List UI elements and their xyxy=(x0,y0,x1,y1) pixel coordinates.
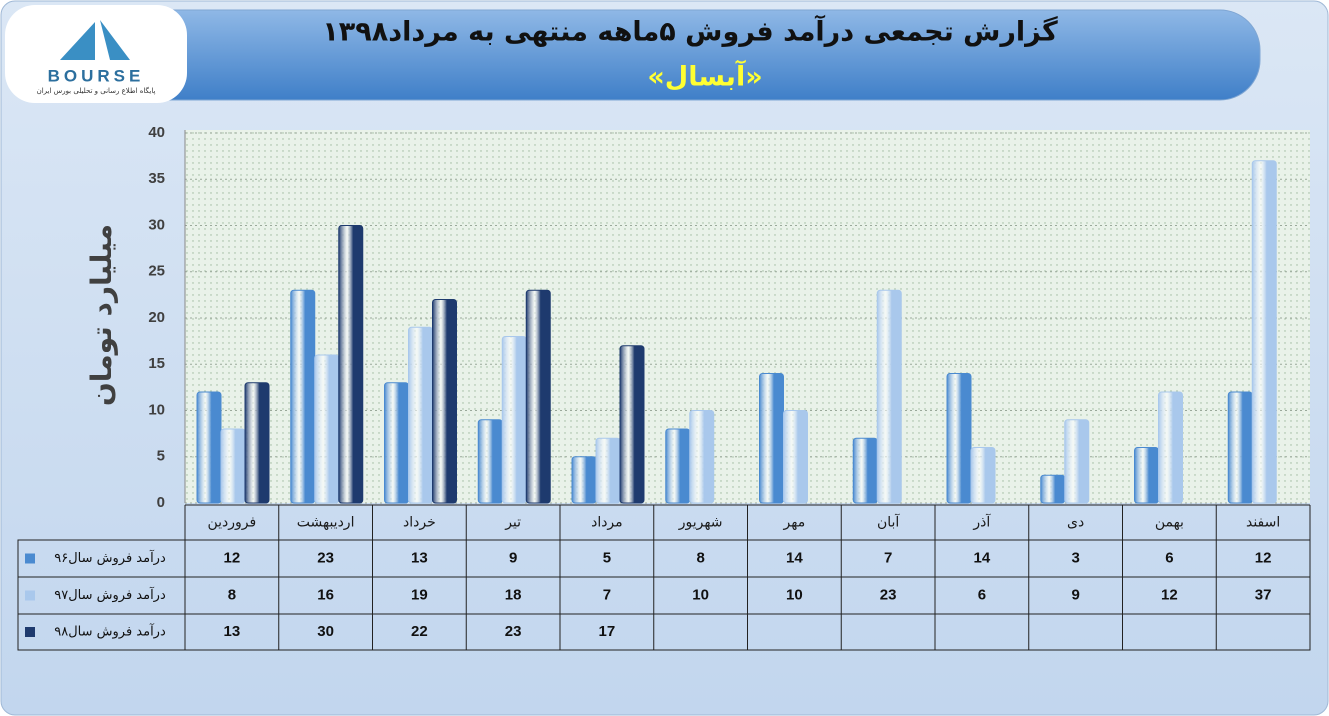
y-tick-label: 20 xyxy=(148,309,165,326)
bar xyxy=(1040,474,1066,504)
data-label: 12 xyxy=(224,549,241,566)
data-label: 8 xyxy=(696,549,704,566)
plot-area xyxy=(185,130,1310,503)
bar xyxy=(689,410,715,504)
logo-mark xyxy=(60,20,130,60)
y-axis-label: میلیارد تومان xyxy=(85,224,118,406)
legend-label: درآمد فروش سال۹۷ xyxy=(54,586,166,603)
y-tick-label: 10 xyxy=(148,401,165,418)
bar xyxy=(1227,391,1253,504)
bar xyxy=(338,225,364,504)
y-tick-label: 0 xyxy=(157,494,165,511)
y-tick-label: 25 xyxy=(148,263,165,280)
bar xyxy=(501,336,527,504)
data-label: 14 xyxy=(786,549,803,566)
data-label: 8 xyxy=(228,586,236,603)
bar xyxy=(244,382,270,504)
x-tick-label: اسفند xyxy=(1246,515,1280,531)
bar xyxy=(852,437,878,504)
legend-label: درآمد فروش سال۹۶ xyxy=(54,549,166,566)
logo-text: BOURSE xyxy=(48,66,145,85)
legend-label: درآمد فروش سال۹۸ xyxy=(54,623,166,640)
bar xyxy=(946,373,972,504)
data-label: 5 xyxy=(603,549,611,566)
data-label: 30 xyxy=(317,623,334,640)
data-label: 12 xyxy=(1255,549,1272,566)
bar xyxy=(1251,160,1277,504)
data-label: 23 xyxy=(505,623,522,640)
y-tick-label: 35 xyxy=(148,170,165,187)
bar xyxy=(783,410,808,504)
bar xyxy=(1134,447,1159,504)
x-tick-label: اردیبهشت xyxy=(297,515,355,531)
x-tick-label: آبان xyxy=(877,514,900,531)
data-label: 13 xyxy=(224,623,241,640)
bar xyxy=(290,289,316,504)
x-tick-label: فروردین xyxy=(208,515,257,531)
bar xyxy=(1064,419,1090,504)
bar xyxy=(571,456,597,504)
x-tick-label: مهر xyxy=(783,515,806,531)
data-label: 10 xyxy=(692,586,709,603)
data-label: 13 xyxy=(411,549,428,566)
bar xyxy=(595,437,621,504)
bar xyxy=(196,391,222,504)
data-label: 23 xyxy=(880,586,897,603)
bar xyxy=(759,373,784,504)
x-tick-label: شهریور xyxy=(678,515,723,531)
data-label: 10 xyxy=(786,586,803,603)
bar xyxy=(970,447,996,504)
chart-subtitle: «آبسال» xyxy=(647,60,762,93)
data-label: 9 xyxy=(1071,586,1079,603)
bar xyxy=(384,382,409,504)
data-label: 18 xyxy=(505,586,522,603)
data-label: 14 xyxy=(974,549,991,566)
x-tick-label: دی xyxy=(1067,515,1084,531)
x-tick-label: مرداد xyxy=(591,515,623,531)
data-label: 7 xyxy=(603,586,611,603)
bar xyxy=(525,289,551,504)
bar xyxy=(665,428,691,504)
chart-title: گزارش تجمعی درآمد فروش ۵ماهه منتهی به مر… xyxy=(322,15,1058,48)
y-tick-label: 15 xyxy=(148,355,165,372)
legend-swatch xyxy=(25,553,35,564)
y-tick-label: 5 xyxy=(157,448,165,465)
data-label: 9 xyxy=(509,549,517,566)
bar xyxy=(314,354,340,504)
data-label: 12 xyxy=(1161,586,1178,603)
data-label: 17 xyxy=(599,623,616,640)
x-tick-label: خرداد xyxy=(403,515,436,531)
y-tick-label: 40 xyxy=(148,124,165,141)
logo-subtitle: پایگاه اطلاع رسانی و تحلیلی بورس ایران xyxy=(37,86,156,95)
bar xyxy=(619,345,645,504)
x-tick-label: تیر xyxy=(504,515,521,531)
logo-box xyxy=(5,5,187,103)
data-label: 16 xyxy=(317,586,334,603)
bar xyxy=(408,326,433,504)
data-label: 6 xyxy=(1165,549,1173,566)
bar xyxy=(432,299,457,504)
data-label: 3 xyxy=(1071,549,1079,566)
data-label: 7 xyxy=(884,549,892,566)
data-label: 37 xyxy=(1255,586,1272,603)
x-tick-label: بهمن xyxy=(1155,515,1184,531)
y-tick-label: 30 xyxy=(148,216,165,233)
bar xyxy=(1158,391,1183,504)
data-label: 23 xyxy=(317,549,334,566)
x-tick-label: آذر xyxy=(972,514,991,531)
data-label: 6 xyxy=(978,586,986,603)
bar xyxy=(477,419,503,504)
legend-swatch xyxy=(25,590,35,601)
bar xyxy=(876,289,902,504)
bar xyxy=(220,428,246,504)
legend-swatch xyxy=(25,627,35,637)
data-label: 19 xyxy=(411,586,428,603)
data-label: 22 xyxy=(411,623,428,640)
